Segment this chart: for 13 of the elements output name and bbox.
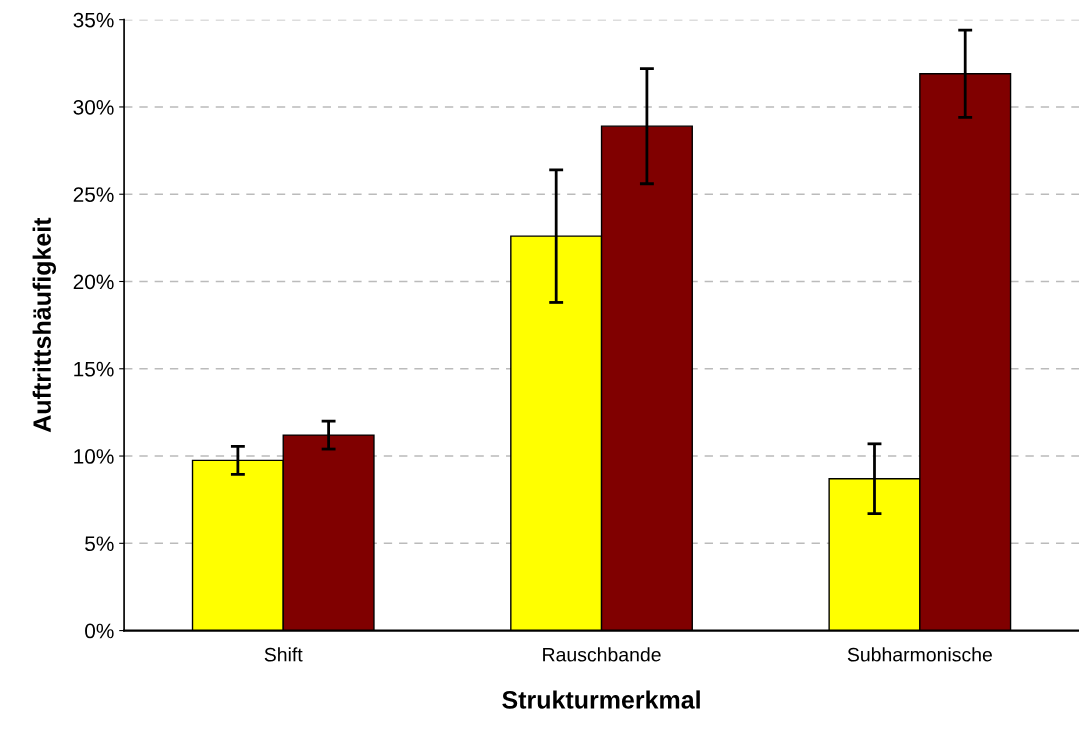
x-tick-label: Rauschbande (543, 647, 661, 662)
x-tick-label: Subharmonische (847, 647, 992, 662)
y-tick-label: 5% (85, 536, 114, 552)
y-tick-label: 25% (73, 187, 114, 202)
y-tick-label: 10% (74, 449, 114, 464)
x-axis-title: Strukturmerkmal (502, 690, 700, 709)
y-tick-label: 30% (73, 99, 114, 115)
x-tick-label: Shift (264, 647, 303, 662)
y-tick-label: 35% (73, 12, 114, 28)
y-tick-label: 20% (73, 274, 114, 290)
y-axis-title: Auftrittshäufigkeit (32, 217, 56, 433)
y-tick-label: 15% (74, 361, 114, 377)
y-tick-label: 0% (85, 623, 114, 639)
